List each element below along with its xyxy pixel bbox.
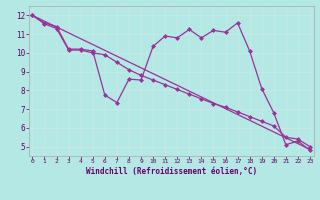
X-axis label: Windchill (Refroidissement éolien,°C): Windchill (Refroidissement éolien,°C) [86, 167, 257, 176]
